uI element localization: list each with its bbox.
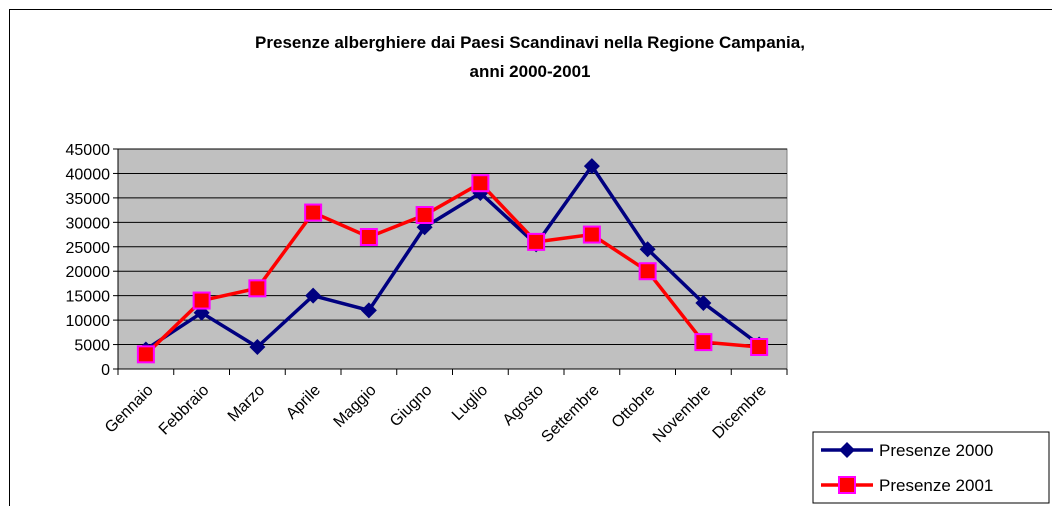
marker <box>838 476 856 494</box>
legend-label: Presenze 2000 <box>879 441 993 460</box>
marker <box>638 262 657 281</box>
x-tick-label: Gennaio <box>102 382 157 437</box>
y-tick-label: 40000 <box>66 166 111 183</box>
y-tick-label: 25000 <box>66 240 111 257</box>
series-line <box>144 163 761 351</box>
marker <box>415 206 434 224</box>
plot-area <box>117 148 788 370</box>
series <box>136 174 769 364</box>
x-tick-label: Maggio <box>331 382 380 431</box>
y-tick-label: 30000 <box>66 215 111 232</box>
chart-title: anni 2000-2001 <box>470 62 591 81</box>
y-tick-label: 35000 <box>66 191 111 208</box>
y-tick-label: 0 <box>101 362 110 379</box>
chart-frame <box>9 9 1052 506</box>
x-tick-label: Aprile <box>283 382 324 423</box>
marker <box>583 158 600 175</box>
marker <box>639 241 656 258</box>
marker <box>304 203 323 222</box>
y-tick-label: 20000 <box>66 264 111 281</box>
marker <box>750 338 769 356</box>
series-line <box>144 181 760 356</box>
marker <box>695 295 712 311</box>
x-tick-label: Giugno <box>387 382 436 431</box>
marker <box>249 339 266 355</box>
marker <box>192 291 211 310</box>
marker <box>527 232 546 251</box>
y-tick-label: 5000 <box>74 338 110 355</box>
y-tick-label: 10000 <box>66 313 111 330</box>
marker <box>359 228 378 246</box>
x-tick-label: Dicembre <box>710 382 771 443</box>
x-tick-label: Settembre <box>538 382 602 446</box>
marker <box>694 333 713 352</box>
x-tick-label: Agosto <box>500 382 547 429</box>
x-tick-label: Novembre <box>650 382 714 446</box>
x-tick-label: Ottobre <box>609 382 659 432</box>
marker <box>839 442 855 458</box>
marker <box>305 287 322 304</box>
x-tick-label: Febbraio <box>156 382 213 439</box>
marker <box>136 345 155 364</box>
marker <box>582 225 601 244</box>
x-tick-label: Luglio <box>449 382 491 424</box>
marker <box>248 279 267 298</box>
legend-label: Presenze 2001 <box>879 476 993 495</box>
x-tick-label: Marzo <box>225 382 269 426</box>
marker <box>360 302 377 319</box>
y-tick-label: 15000 <box>66 289 111 306</box>
y-tick-label: 45000 <box>66 142 111 159</box>
chart-title: Presenze alberghiere dai Paesi Scandinav… <box>255 33 805 52</box>
marker <box>471 174 490 193</box>
